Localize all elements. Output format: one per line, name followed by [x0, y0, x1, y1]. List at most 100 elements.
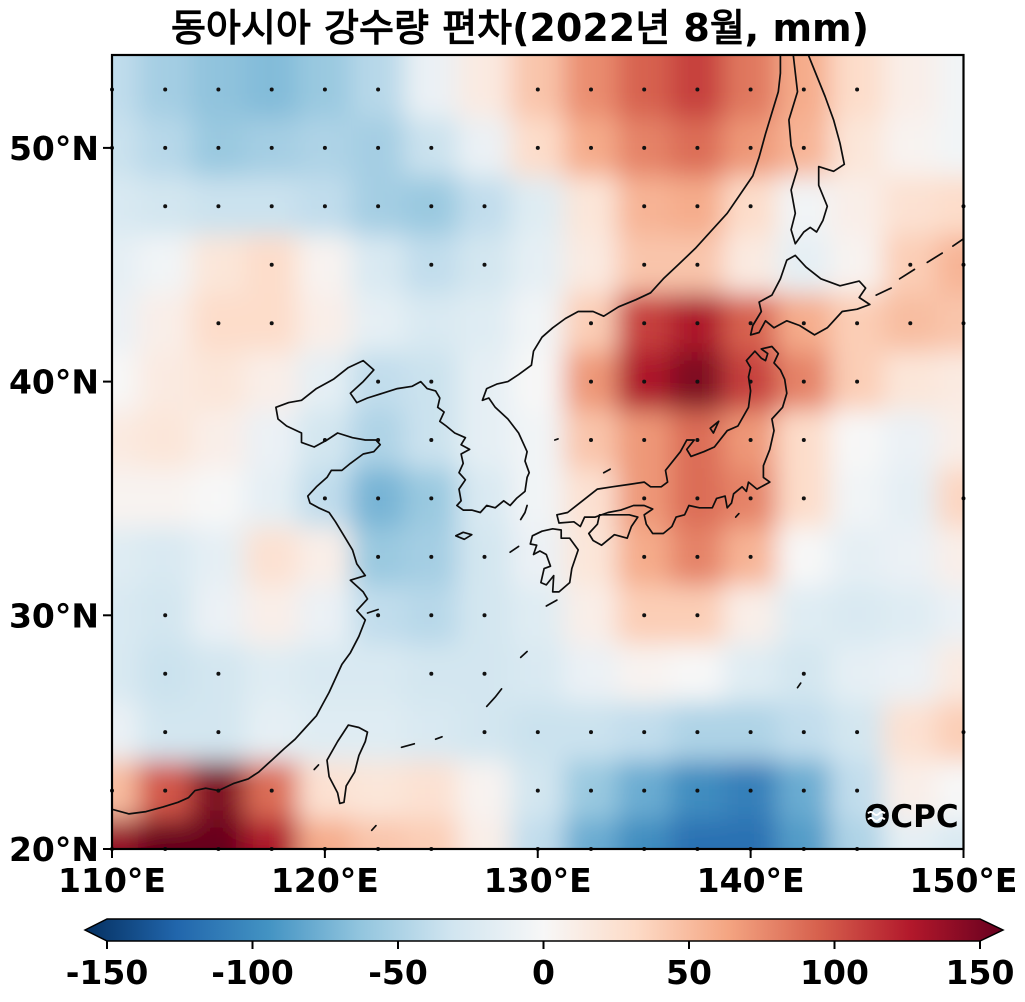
field-cell	[883, 118, 938, 178]
field-cell	[990, 761, 1025, 820]
field-cell	[936, 819, 964, 849]
field-cell	[990, 294, 1025, 353]
field-cell	[404, 760, 459, 821]
field-cell	[830, 176, 885, 236]
stipple-dot	[376, 204, 381, 209]
field-cell	[883, 410, 938, 470]
stipple-dot	[376, 379, 381, 384]
stipple-dot	[376, 613, 381, 618]
field-cell	[936, 351, 964, 412]
field-cell	[351, 55, 406, 61]
field-cell	[563, 468, 619, 529]
x-tick-label: 150°E	[910, 861, 1018, 900]
stipple-dot	[748, 438, 753, 442]
field-cell	[830, 468, 885, 529]
field-cell	[990, 410, 1025, 469]
field-cell	[936, 410, 964, 470]
coastline-goto	[509, 545, 520, 554]
field-cell	[457, 55, 512, 61]
stipple-dot	[801, 87, 806, 92]
stipple-dot	[748, 730, 753, 735]
field-cell	[990, 352, 1025, 411]
coastline-kuril-2	[898, 268, 916, 280]
stipple-dot	[589, 379, 593, 384]
stipple-dot	[589, 87, 593, 92]
field-cell	[244, 527, 299, 587]
coastline-hokkaido	[749, 254, 871, 336]
field-cell	[510, 468, 565, 529]
field-cell	[191, 351, 246, 412]
field-cell	[670, 644, 725, 704]
field-cell	[510, 351, 565, 412]
coastline-shikoku	[587, 513, 639, 547]
stipple-dot	[429, 145, 434, 150]
field-cell	[563, 235, 619, 295]
field-cell	[32, 761, 86, 820]
field-cell	[32, 469, 86, 528]
stipple-dot	[589, 438, 593, 442]
field-cell	[244, 468, 299, 529]
colorbar-tick-label: 150	[946, 953, 1015, 992]
field-cell	[723, 55, 778, 61]
field-cell	[191, 55, 246, 61]
field-cell	[32, 410, 86, 469]
field-cell	[510, 235, 565, 295]
coastline-china-korea-russia-mainland	[112, 55, 782, 815]
field-cell	[32, 177, 86, 236]
field-cell	[297, 819, 352, 849]
field-cell	[32, 1, 86, 60]
stipple-dot	[216, 145, 221, 150]
field-cell	[191, 468, 246, 529]
stipple-dot	[642, 379, 647, 384]
field-cell	[510, 644, 565, 704]
coastline-okinawa	[485, 688, 503, 708]
stipple-dot	[801, 671, 806, 676]
field-cell	[112, 702, 140, 762]
stipple-dot	[748, 321, 753, 326]
colorbar-gradient	[83, 918, 1005, 942]
field-cell	[936, 527, 964, 587]
field-cell	[830, 819, 885, 849]
x-axis: 110°E 120°E 130°E 140°E 150°E	[58, 849, 1017, 900]
field-cell	[723, 819, 778, 849]
field-cell	[883, 351, 938, 412]
stipple-dot	[748, 554, 753, 559]
stipple-dot	[642, 438, 647, 442]
y-tick-label: 30°N	[9, 596, 99, 635]
stipple-dot	[376, 554, 381, 559]
stipple-dot	[908, 321, 913, 326]
field-cell	[936, 176, 964, 236]
stipple-dot	[695, 438, 700, 442]
stipple-dot	[376, 87, 381, 92]
field-cell	[830, 527, 885, 587]
field-cell	[457, 410, 512, 470]
stipple-dot	[429, 496, 434, 501]
stipple-dot	[748, 204, 753, 209]
coastline-amami	[519, 650, 528, 659]
stipple-dot	[695, 145, 700, 150]
stipple-dot	[535, 87, 540, 92]
stipple-dot	[748, 788, 753, 793]
field-cell	[191, 819, 246, 849]
field-cell	[138, 527, 193, 587]
stipple-dot	[482, 554, 487, 559]
stipple-dot	[216, 204, 221, 209]
field-cell	[457, 760, 512, 821]
stipple-dot	[163, 730, 168, 735]
field-cell	[510, 527, 565, 587]
y-tick-label: 20°N	[9, 830, 99, 869]
field-cell	[297, 644, 352, 704]
coastline-honshu	[556, 345, 788, 535]
colorbar-tick-label: -50	[368, 953, 428, 992]
coastline-sado	[709, 420, 720, 434]
field-cell	[936, 760, 964, 821]
stipple-dot	[801, 788, 806, 793]
stipple-dot	[642, 321, 647, 326]
stipple-dot	[801, 496, 806, 501]
field-cell	[883, 819, 938, 849]
stipple-dot	[429, 379, 434, 384]
field-cell	[297, 585, 352, 645]
field-cell	[244, 585, 299, 645]
field-cell	[830, 585, 885, 645]
stipple-dot	[269, 204, 274, 209]
